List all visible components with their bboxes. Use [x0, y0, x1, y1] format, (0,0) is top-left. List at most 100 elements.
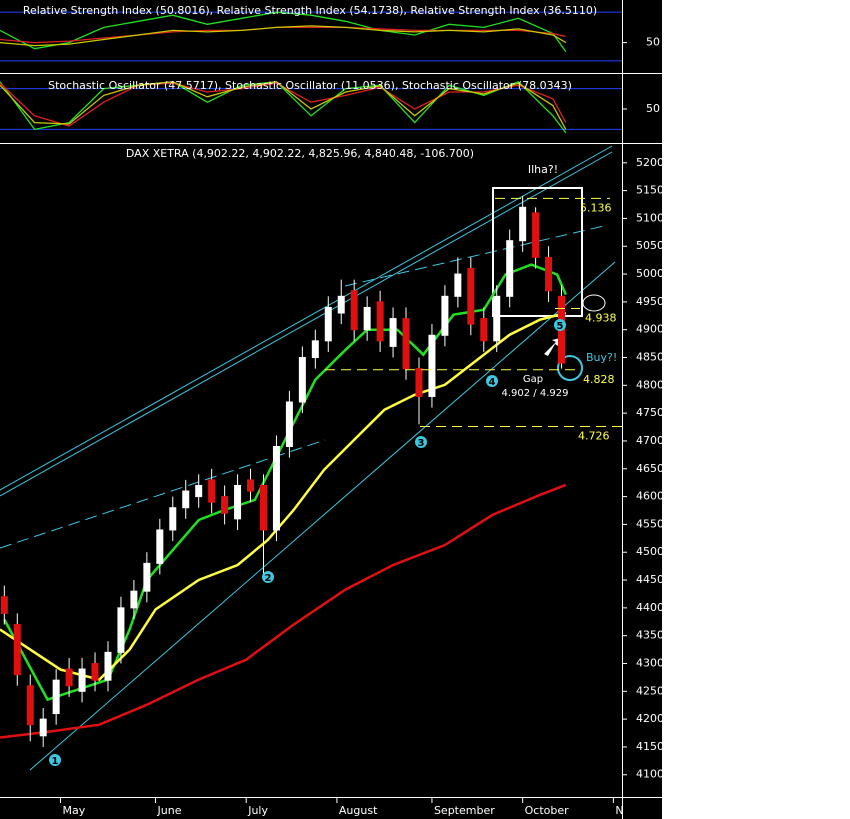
y-tick-label: 4900	[636, 323, 664, 336]
candle-body	[311, 340, 319, 359]
panel-title: Stochastic Oscillator (47.5717), Stochas…	[48, 79, 572, 92]
y-tick-label: 4550	[636, 517, 664, 530]
y-tick-label: 5000	[636, 267, 664, 280]
y-tick-label: 4700	[636, 434, 664, 447]
indicator-line	[0, 82, 567, 127]
candle-body	[26, 685, 34, 726]
y-tick-label: 5200	[636, 156, 664, 169]
panel-title: Relative Strength Index (50.8016), Relat…	[23, 4, 597, 17]
candle-body	[156, 529, 164, 564]
y-tick-label: 4250	[636, 684, 664, 697]
candle-body	[39, 718, 47, 737]
moving-average	[3, 263, 567, 702]
candle-body	[532, 212, 540, 258]
indicator-line	[0, 11, 567, 53]
y-tick-label: 4300	[636, 656, 664, 669]
candle-body	[350, 290, 358, 331]
y-tick-label: 5150	[636, 184, 664, 197]
wave-label: 2	[265, 573, 272, 584]
y-tick-label: 4100	[636, 768, 664, 781]
elephant-icon	[582, 294, 606, 312]
candle-body	[506, 240, 514, 297]
background	[0, 0, 662, 819]
arrow	[544, 338, 560, 356]
buy-circle	[557, 355, 583, 381]
candle-body	[376, 301, 384, 342]
x-tick-label: June	[157, 804, 182, 817]
candle-body	[389, 318, 397, 347]
wave-marker	[262, 571, 274, 583]
candle-body	[234, 484, 242, 520]
candle-body	[441, 295, 449, 336]
candle-body	[324, 306, 332, 342]
level-label: 4.726	[578, 429, 610, 442]
indicator-line	[0, 81, 567, 134]
indicator-line	[0, 81, 567, 130]
candle-body	[52, 679, 60, 715]
annotation: 4.902 / 4.929	[502, 388, 569, 399]
candle-body	[272, 446, 280, 531]
y-tick-label: 5050	[636, 239, 664, 252]
y-tick-label: 4450	[636, 573, 664, 586]
candle-body	[363, 306, 371, 331]
candle-body	[285, 401, 293, 448]
candle-body	[493, 295, 501, 342]
y-tick-label: 50	[646, 102, 660, 115]
x-tick-label: N	[615, 804, 623, 817]
candle-body	[259, 484, 267, 531]
indicator-line	[0, 25, 567, 47]
chart-title: DAX XETRA (4,902.22, 4,902.22, 4,825.96,…	[126, 147, 474, 160]
candle-body	[545, 256, 553, 292]
candle-body	[337, 295, 345, 314]
candle-body	[130, 590, 138, 609]
candle-body	[467, 268, 475, 325]
candle-body	[247, 479, 255, 492]
y-tick-label: 4800	[636, 378, 664, 391]
x-tick-label: October	[525, 804, 569, 817]
candle-body	[65, 668, 73, 687]
y-tick-label: 4600	[636, 490, 664, 503]
y-tick-label: 4650	[636, 462, 664, 475]
y-tick-label: 50	[646, 36, 660, 49]
y-tick-label: 4150	[636, 740, 664, 753]
annotation: Gap	[523, 374, 543, 385]
panel-borders	[0, 0, 662, 819]
candle-body	[104, 651, 112, 681]
wave-label: 1	[52, 756, 59, 767]
wave-marker	[49, 754, 61, 766]
y-tick-label: 4850	[636, 351, 664, 364]
trend-lines	[0, 145, 616, 771]
candle-body	[117, 607, 125, 653]
y-tick-label: 4500	[636, 545, 664, 558]
candle-body	[221, 496, 229, 514]
candle-body	[143, 562, 151, 592]
candle-body	[298, 357, 306, 403]
level-label: 4.828	[583, 373, 615, 386]
moving-average	[0, 483, 567, 739]
candle-body	[0, 596, 8, 614]
annotation: Ilha?!	[528, 163, 558, 176]
candle-body	[519, 206, 527, 242]
level-label: 4.938	[585, 312, 617, 325]
highlight-box	[492, 187, 583, 317]
y-tick-label: 4400	[636, 601, 664, 614]
indicator-line	[0, 26, 566, 44]
wave-marker	[486, 375, 498, 387]
candle-body	[402, 318, 410, 370]
x-tick-label: May	[62, 804, 85, 817]
x-tick-label: August	[339, 804, 378, 817]
y-tick-label: 4200	[636, 712, 664, 725]
candle-body	[182, 490, 190, 509]
annotation: Buy?!	[586, 351, 617, 364]
candle-body	[169, 507, 177, 531]
wave-label: 5	[557, 321, 564, 332]
candle-body	[428, 334, 436, 397]
level-label: 5.136	[580, 201, 612, 214]
y-tick-label: 4750	[636, 406, 664, 419]
candle-body	[208, 479, 216, 503]
wave-marker	[415, 436, 427, 448]
moving-average	[0, 311, 567, 681]
wave-label: 3	[418, 438, 425, 449]
wave-marker	[554, 319, 566, 331]
